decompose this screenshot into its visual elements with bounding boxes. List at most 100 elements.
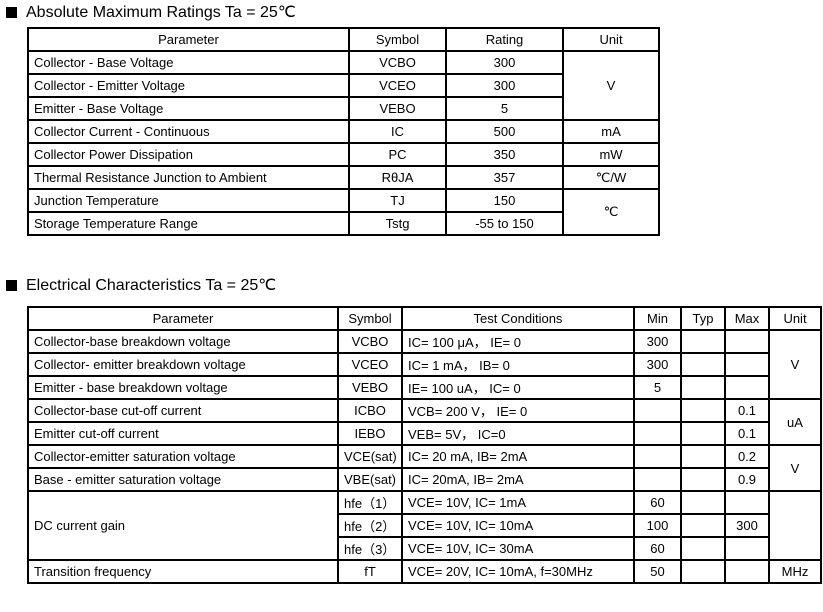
header-cell: Test Conditions	[401, 306, 635, 331]
max-cell: 300	[724, 513, 770, 538]
test-condition-cell: VCE= 10V, IC= 10mA	[401, 513, 635, 538]
max-cell: 0.1	[724, 421, 770, 446]
table-row: DC current gain hfe（1） VCE= 10V, IC= 1mA 60	[27, 490, 822, 561]
param-cell: DC current gain	[27, 490, 339, 561]
test-condition-cell: VCB= 200 V， IE= 0	[401, 398, 635, 423]
unit-cell: mA	[562, 119, 660, 144]
min-cell: 300	[633, 329, 682, 354]
section-title-text: Electrical Characteristics Ta = 25℃	[26, 277, 277, 294]
param-cell: Collector Power Dissipation	[27, 142, 350, 167]
unit-cell: mW	[562, 142, 660, 167]
section-title-absolute-max: Absolute Maximum Ratings Ta = 25℃	[6, 2, 296, 22]
table-row: Collector Power Dissipation PC 350 mW	[27, 142, 660, 167]
table-row: Collector - Emitter Voltage VCEO 300	[27, 73, 659, 98]
max-cell	[724, 352, 770, 377]
rating-cell: 357	[445, 165, 564, 190]
min-cell: 60	[633, 536, 682, 561]
symbol-cell: VEBO	[337, 375, 403, 400]
typ-cell	[680, 444, 726, 469]
unit-cell: ℃	[562, 188, 660, 236]
symbol-cell: hfe（1）	[337, 490, 403, 515]
test-condition-cell: VEB= 5V， IC=0	[401, 421, 635, 446]
param-cell: Storage Temperature Range	[27, 211, 350, 236]
square-bullet-icon	[6, 6, 17, 18]
min-cell	[633, 421, 682, 446]
symbol-cell: VCEO	[348, 73, 447, 98]
test-condition-cell: VCE= 10V, IC= 30mA	[401, 536, 635, 561]
table-row: Collector-base cut-off current ICBO VCB= 2…	[27, 398, 822, 446]
test-condition-cell: IC= 100 μA， IE= 0	[401, 329, 635, 354]
param-cell: Thermal Resistance Junction to Ambient	[27, 165, 350, 190]
param-cell: Collector-emitter saturation voltage	[27, 444, 339, 469]
test-condition-cell: IC= 20 mA, IB= 2mA	[401, 444, 635, 469]
symbol-cell: hfe（2）	[337, 513, 403, 538]
max-cell	[724, 559, 770, 584]
unit-cell: V	[768, 444, 822, 492]
table-header-row: Parameter Symbol Rating Unit	[27, 27, 660, 52]
symbol-cell: VCBO	[337, 329, 403, 354]
table-row: hfe（2） VCE= 10V, IC= 10mA 100 300	[28, 513, 821, 538]
table-row: Transition frequency fT VCE= 20V, IC= 10mA…	[27, 559, 822, 584]
min-cell: 60	[633, 490, 682, 515]
symbol-cell: VCEO	[337, 352, 403, 377]
rating-cell: 5	[445, 96, 564, 121]
header-cell: Symbol	[337, 306, 403, 331]
table-row: Emitter cut-off current IEBO VEB= 5V， IC=0…	[27, 421, 821, 446]
min-cell	[633, 444, 682, 469]
param-cell: Emitter cut-off current	[27, 421, 339, 446]
table-row: Emitter - Base Voltage VEBO 5	[27, 96, 659, 121]
symbol-cell: VEBO	[348, 96, 447, 121]
unit-cell: MHz	[768, 559, 822, 584]
test-condition-cell: VCE= 20V, IC= 10mA, f=30MHz	[401, 559, 635, 584]
rating-cell: -55 to 150	[445, 211, 564, 236]
symbol-cell: IEBO	[337, 421, 403, 446]
param-cell: Collector-base breakdown voltage	[27, 329, 339, 354]
max-cell	[724, 329, 770, 354]
typ-cell	[680, 375, 726, 400]
param-cell: Collector Current - Continuous	[27, 119, 350, 144]
unit-cell: ℃/W	[562, 165, 660, 190]
table-row: hfe（3） VCE= 10V, IC= 30mA 60	[28, 536, 821, 561]
min-cell	[633, 398, 682, 423]
table-row: Collector-base breakdown voltage VCBO IC= …	[27, 329, 822, 400]
param-cell: Emitter - Base Voltage	[27, 96, 350, 121]
rating-cell: 300	[445, 73, 564, 98]
max-cell: 0.9	[724, 467, 770, 492]
table-row: Collector - Base Voltage VCBO 300 V	[27, 50, 660, 121]
param-cell: Collector- emitter breakdown voltage	[27, 352, 339, 377]
table-header-row: Parameter Symbol Test Conditions Min Typ Max U…	[27, 306, 822, 331]
typ-cell	[680, 352, 726, 377]
header-cell: Max	[724, 306, 770, 331]
symbol-cell: VCE(sat)	[337, 444, 403, 469]
header-cell: Unit	[768, 306, 822, 331]
header-cell: Typ	[680, 306, 726, 331]
symbol-cell: VBE(sat)	[337, 467, 403, 492]
max-cell: 0.1	[724, 398, 770, 423]
typ-cell	[680, 398, 726, 423]
header-cell: Parameter	[27, 27, 350, 52]
unit-cell: V	[768, 329, 822, 400]
symbol-cell: hfe（3）	[337, 536, 403, 561]
table-row: Collector- emitter breakdown voltage VCEO…	[27, 352, 821, 377]
unit-cell: V	[562, 50, 660, 121]
symbol-cell: PC	[348, 142, 447, 167]
param-cell: Junction Temperature	[27, 188, 350, 213]
header-cell: Parameter	[27, 306, 339, 331]
symbol-cell: VCBO	[348, 50, 447, 75]
param-cell: Base - emitter saturation voltage	[27, 467, 339, 492]
table-row: Storage Temperature Range Tstg -55 to 150	[27, 211, 659, 236]
typ-cell	[680, 490, 726, 515]
max-cell	[724, 536, 770, 561]
rating-cell: 350	[445, 142, 564, 167]
test-condition-cell: IE= 100 uA， IC= 0	[401, 375, 635, 400]
rating-cell: 300	[445, 50, 564, 75]
typ-cell	[680, 467, 726, 492]
unit-cell	[768, 490, 822, 561]
table-row: Emitter - base breakdown voltage VEBO IE= …	[27, 375, 821, 400]
max-cell	[724, 490, 770, 515]
symbol-cell: RθJA	[348, 165, 447, 190]
table-row: Thermal Resistance Junction to Ambient Rθ…	[27, 165, 660, 190]
test-condition-cell: IC= 1 mA， IB= 0	[401, 352, 635, 377]
absolute-max-ratings-table: Parameter Symbol Rating Unit Collector - Ba…	[27, 27, 660, 236]
min-cell: 50	[633, 559, 682, 584]
